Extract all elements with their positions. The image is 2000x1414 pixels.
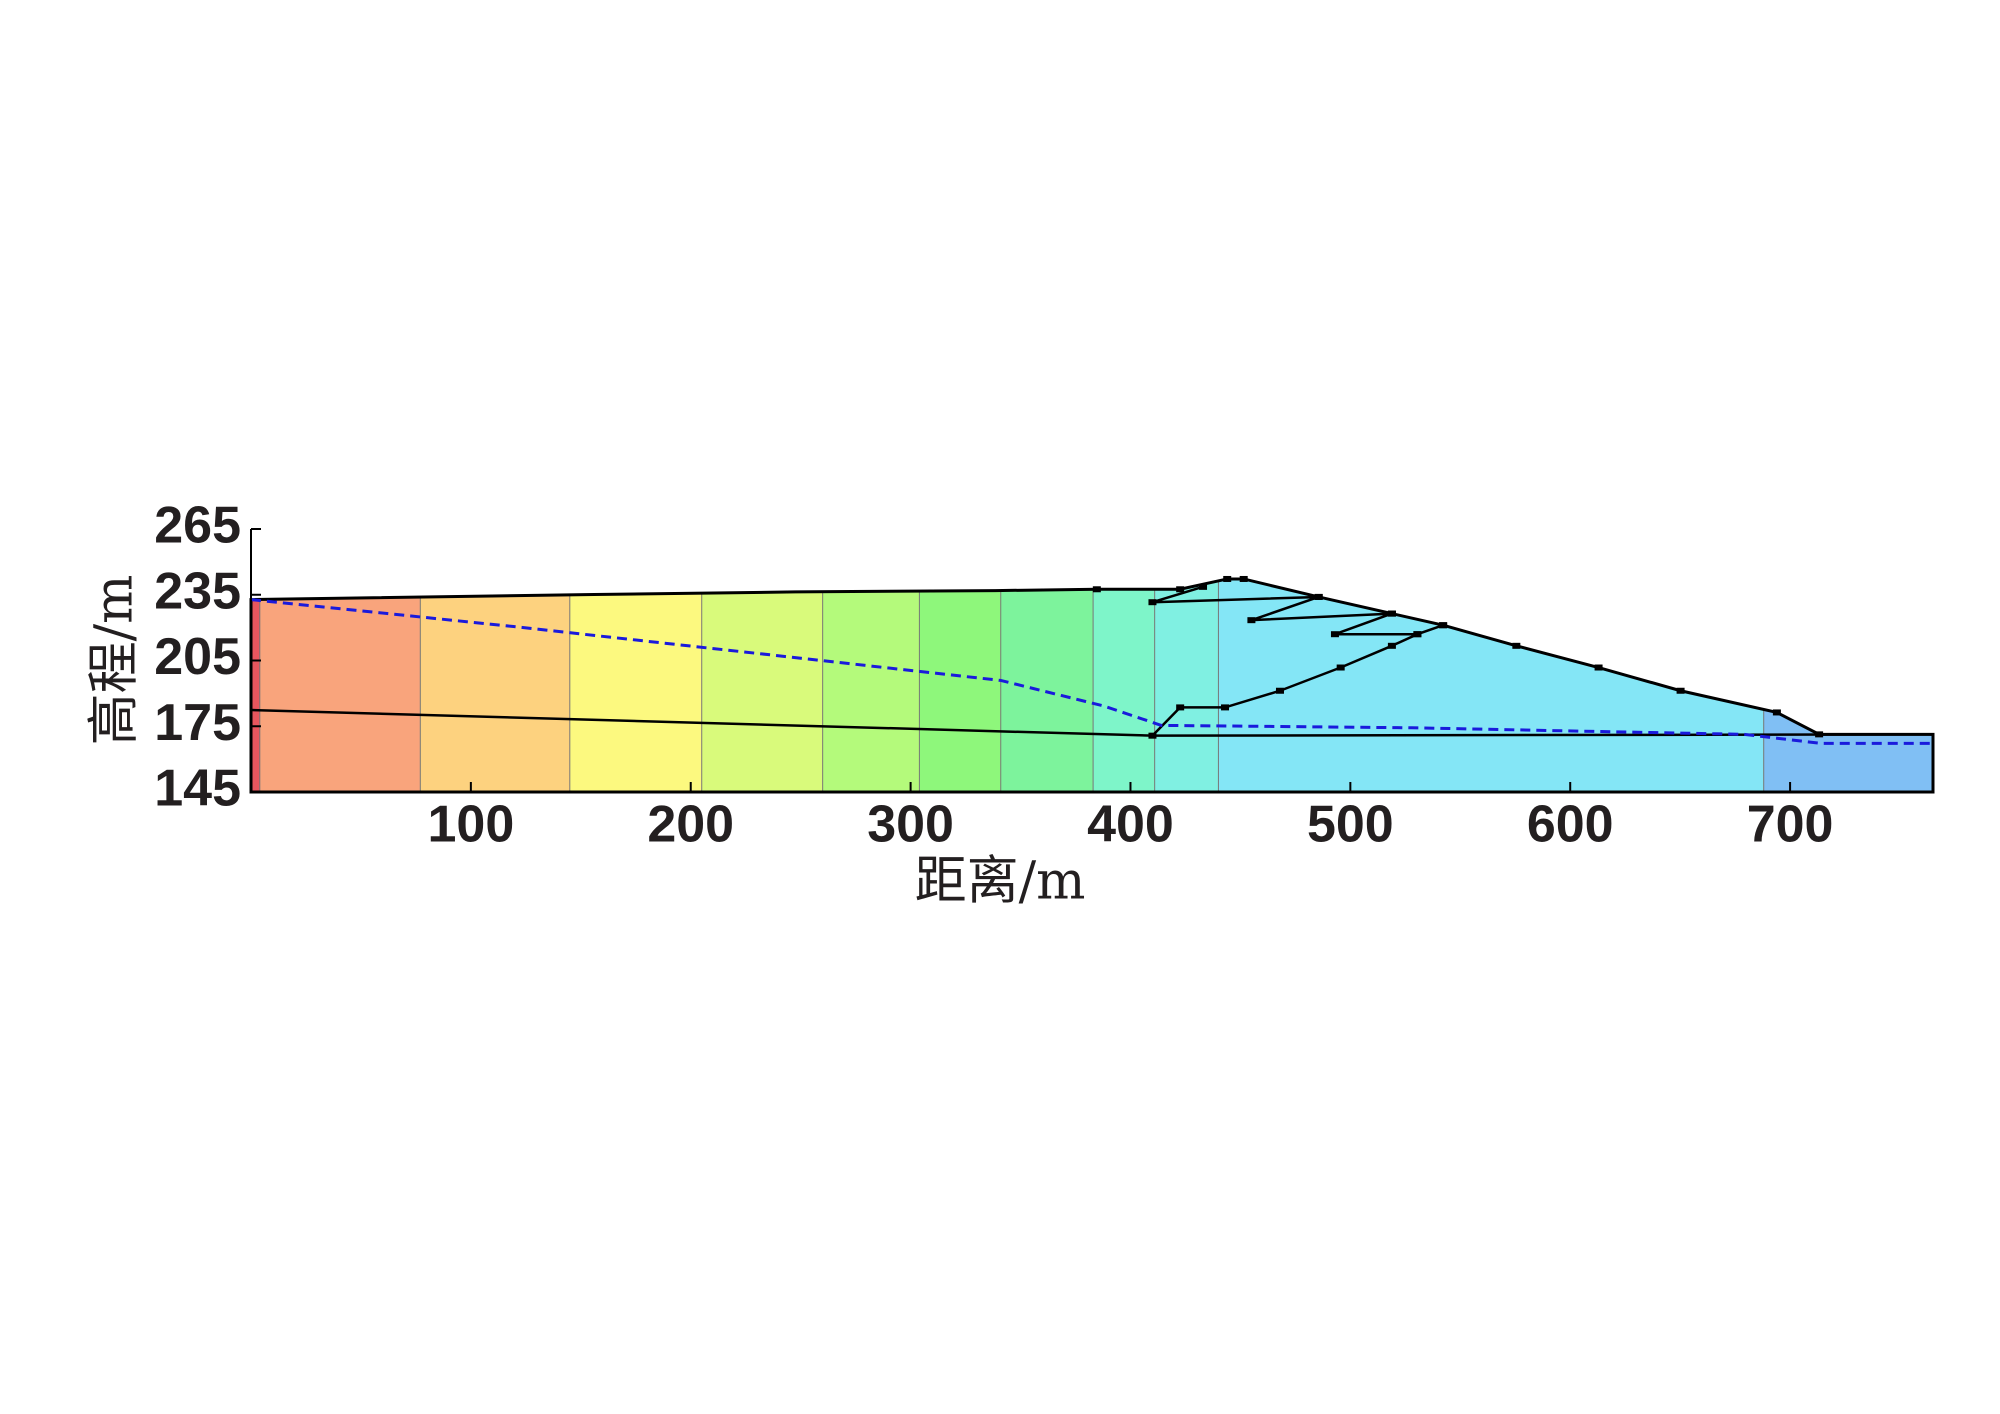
y-tick-label: 265 [154, 497, 241, 555]
contour-band [1000, 578, 1094, 792]
x-tick-label: 500 [1307, 796, 1394, 854]
y-axis-label: 高程/m [85, 575, 145, 746]
y-tick-label: 145 [154, 760, 241, 818]
vertex-marker [1239, 575, 1248, 582]
vertex-marker [1387, 642, 1396, 649]
vertex-marker [1676, 687, 1685, 694]
contour-band [701, 578, 823, 792]
vertex-marker [1247, 617, 1256, 624]
x-tick-label: 300 [867, 796, 954, 854]
vertex-marker [1314, 593, 1323, 600]
x-tick-label: 100 [427, 796, 514, 854]
y-tick-label: 175 [154, 694, 241, 752]
vertex-marker [1148, 599, 1157, 606]
vertex-marker [1176, 586, 1185, 593]
vertex-marker [1221, 704, 1230, 711]
vertex-marker [1387, 610, 1396, 617]
contour-band [1763, 578, 1933, 792]
series-line [1151, 624, 1444, 737]
contour-band [822, 578, 920, 792]
vertex-marker [1223, 575, 1232, 582]
contour-band [420, 578, 570, 792]
vertex-marker [1330, 631, 1339, 638]
vertex-marker [1176, 704, 1185, 711]
contour-fill [251, 578, 1933, 792]
vertex-marker [1413, 631, 1422, 638]
vertex-marker [1275, 687, 1284, 694]
x-tick-label: 600 [1527, 796, 1614, 854]
vertex-marker [1439, 622, 1448, 629]
contour-band [1154, 578, 1219, 792]
x-axis-label: 距离/m [915, 852, 1086, 912]
vertex-marker [1512, 642, 1521, 649]
y-tick-label: 205 [154, 628, 241, 686]
x-tick-label: 700 [1747, 796, 1834, 854]
contour-band [251, 578, 260, 792]
contour-band [569, 578, 702, 792]
vertex-marker [1092, 586, 1101, 593]
vertex-marker [1594, 664, 1603, 671]
contour-band [919, 578, 1001, 792]
contour-band [1093, 578, 1155, 792]
vertex-marker [1199, 583, 1208, 590]
contour-band [1218, 578, 1764, 792]
series-line [250, 598, 1933, 745]
y-tick-label: 235 [154, 562, 241, 620]
x-tick-label: 200 [647, 796, 734, 854]
contour-band [259, 578, 421, 792]
vertex-marker [1772, 709, 1781, 716]
x-tick-label: 400 [1087, 796, 1174, 854]
vertex-marker [1336, 664, 1345, 671]
vertex-marker [1148, 732, 1157, 739]
